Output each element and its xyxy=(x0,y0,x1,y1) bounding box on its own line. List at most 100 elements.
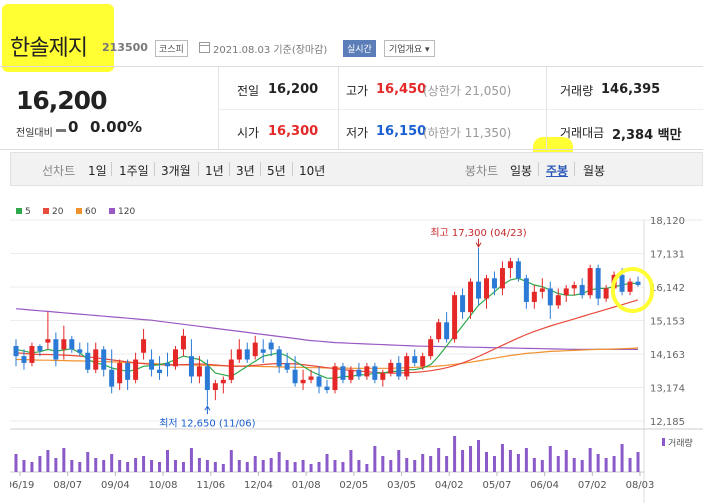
candle-body xyxy=(444,322,450,340)
candle-body xyxy=(396,362,402,377)
candle-body xyxy=(157,369,163,374)
volume-legend-swatch xyxy=(662,438,665,446)
volume-bar xyxy=(309,464,313,472)
period-3m[interactable]: 3개월 xyxy=(161,164,191,178)
candle-body xyxy=(452,295,458,340)
x-tick-label: 08/07 xyxy=(53,480,82,491)
chart-axes: 18,120 17,131 16,142 15,153 14,163 13,174 12,1… xyxy=(10,216,685,491)
x-tick-label: 06/04 xyxy=(530,480,559,491)
high-value: 16,450 xyxy=(376,82,427,97)
y-tick-label: 14,163 xyxy=(650,350,685,361)
candles xyxy=(13,247,641,406)
volume-bar xyxy=(173,460,177,472)
candle-body xyxy=(404,356,410,377)
candle-body xyxy=(21,356,27,363)
candle-body xyxy=(196,366,202,377)
x-tick-label: 10/08 xyxy=(149,480,178,491)
realtime-button[interactable]: 실시간 xyxy=(343,40,376,57)
weekly-candle-chart: 5 20 60 120 최고 17,300 (04/23) 최저 12,650 (11/… xyxy=(10,207,703,503)
period-toolbar xyxy=(10,152,703,186)
volume-bar xyxy=(469,446,473,472)
period-3y[interactable]: 3년 xyxy=(236,164,255,178)
candle-body xyxy=(332,366,338,391)
candle-body xyxy=(252,342,258,357)
legend-swatch-60 xyxy=(76,208,82,214)
x-tick-label: 08/03 xyxy=(626,480,655,491)
legend-label-20: 20 xyxy=(52,207,64,217)
volume-bar xyxy=(181,462,185,472)
volume-bars: 거래량 xyxy=(10,428,703,473)
volume-bar xyxy=(405,458,409,472)
volume-bar xyxy=(572,458,576,472)
volume-bar xyxy=(429,456,433,472)
candle-body xyxy=(308,376,314,380)
y-tick-label: 16,142 xyxy=(650,283,685,294)
stock-code: 213500 xyxy=(102,41,148,54)
divider xyxy=(198,162,199,176)
company-overview-dropdown[interactable]: 기업개요 ▾ xyxy=(384,40,435,57)
volume-bar xyxy=(158,462,162,472)
upper-limit: (상한가 21,050) xyxy=(423,84,512,98)
volume-bar xyxy=(325,454,329,472)
candle-daily-tab[interactable]: 일봉 xyxy=(510,164,533,178)
volume-bar xyxy=(397,450,401,472)
volume-bar xyxy=(301,460,305,472)
candle-body xyxy=(300,379,306,384)
y-tick-label: 15,153 xyxy=(650,316,685,327)
volume-bar xyxy=(389,460,393,472)
volume-bar xyxy=(437,448,441,472)
candle-body xyxy=(212,383,218,391)
volume-bar xyxy=(30,462,34,472)
divider xyxy=(338,67,339,149)
candle-body xyxy=(507,261,513,269)
period-10y[interactable]: 10년 xyxy=(299,164,326,178)
candle-body xyxy=(77,349,83,353)
period-5y[interactable]: 5년 xyxy=(267,164,286,178)
legend-swatch-5 xyxy=(16,208,22,214)
candle-weekly-tab[interactable]: 주봉 xyxy=(546,164,569,178)
volume-bar xyxy=(516,454,520,472)
candle-body xyxy=(53,339,59,360)
volume-bar xyxy=(413,460,417,472)
volume-bar xyxy=(22,460,26,472)
legend-swatch-20 xyxy=(43,208,49,214)
volume-bar xyxy=(261,460,265,472)
volume-bar xyxy=(548,446,552,472)
candle-body xyxy=(460,295,466,313)
divider xyxy=(546,67,547,149)
candle-body xyxy=(348,369,354,380)
candle-body xyxy=(109,369,115,387)
divider xyxy=(260,162,261,176)
period-1y[interactable]: 1년 xyxy=(205,164,224,178)
candle-body xyxy=(531,291,537,302)
candle-body xyxy=(499,268,505,289)
open-label: 시가 xyxy=(237,126,260,140)
flat-change-icon xyxy=(56,129,66,132)
candle-body xyxy=(364,366,370,377)
prev-close-value: 16,200 xyxy=(268,82,319,97)
candle-body xyxy=(268,342,274,350)
divider xyxy=(574,162,575,176)
volume-bar xyxy=(205,460,209,472)
x-tick-label: 05/07 xyxy=(483,480,512,491)
volume-bar xyxy=(293,462,297,472)
volume-bar xyxy=(636,452,640,472)
period-1d[interactable]: 1일 xyxy=(88,164,107,178)
y-tick-label: 18,120 xyxy=(650,216,685,227)
period-1w[interactable]: 1주일 xyxy=(119,164,149,178)
volume-bar xyxy=(524,448,528,472)
candle-chart-label: 봉차트 xyxy=(465,164,499,178)
candle-body xyxy=(436,322,442,340)
candle-monthly-tab[interactable]: 월봉 xyxy=(583,164,606,178)
x-tick-label: 12/04 xyxy=(244,480,273,491)
volume-bar xyxy=(365,464,369,472)
volume-bar xyxy=(245,462,249,472)
price-summary-panel xyxy=(0,66,703,150)
volume-bar xyxy=(580,460,584,472)
volume-bar xyxy=(556,456,560,472)
high-price-annotation: 최고 17,300 (04/23) xyxy=(430,227,526,239)
candle-body xyxy=(388,362,394,374)
candle-body xyxy=(244,349,250,360)
stock-name: 한솔제지 xyxy=(10,36,88,61)
candle-body xyxy=(260,349,266,353)
